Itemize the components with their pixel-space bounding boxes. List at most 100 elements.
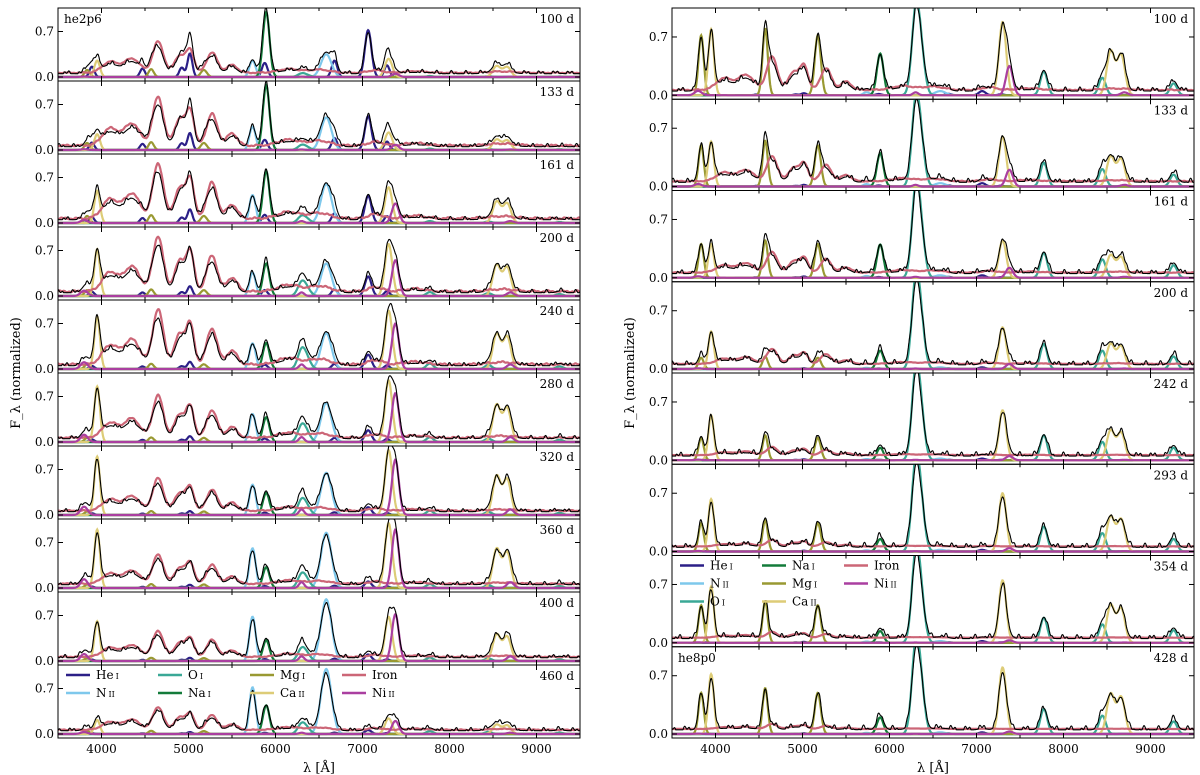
x-tick-label: 6000 [260, 742, 291, 756]
epoch-label: 320 d [540, 450, 575, 464]
model-label: he8p0 [678, 651, 716, 665]
x-tick-label: 8000 [434, 742, 465, 756]
epoch-label: 100 d [1154, 12, 1189, 26]
legend-label-n-ii: N II [710, 577, 729, 591]
legend-label-ca-ii: Ca II [280, 686, 305, 700]
panel-lines [672, 281, 1194, 371]
series-iron [58, 40, 580, 75]
y-tick-label: 0.7 [35, 317, 54, 331]
legend: He I Na I Iron N II Mg I Ni II O I Ca II [680, 559, 900, 609]
y-tick-label: 0.7 [35, 682, 54, 696]
x-tick-label: 6000 [874, 742, 905, 756]
series-observed [672, 281, 1194, 366]
x-tick-label: 5000 [787, 742, 818, 756]
legend-label-mg-i: Mg I [792, 577, 817, 591]
panel-lines [58, 81, 580, 152]
panel-lines [672, 8, 1194, 97]
y-tick-label: 0.0 [649, 362, 668, 376]
panel-460d: 0.0 0.7 460 d [35, 664, 581, 741]
series-ca-ii [58, 448, 580, 517]
series-ni-ii [58, 259, 580, 298]
panel-frame [671, 555, 1195, 648]
epoch-label: 161 d [1154, 195, 1189, 209]
panel-lines [58, 598, 580, 663]
model-label: he2p6 [64, 12, 102, 26]
y-tick-label: 0.0 [35, 143, 54, 157]
panel-200d: 0.0 0.7 200 d [649, 281, 1195, 376]
y-tick-label: 0.7 [649, 30, 668, 44]
y-tick-label: 0.7 [649, 486, 668, 500]
panel-lines [672, 99, 1194, 188]
panel-lines [58, 519, 580, 590]
panel-lines [58, 446, 580, 517]
series-na-i [672, 716, 1194, 736]
panel-161d: 0.0 0.7 161 d [35, 153, 581, 230]
epoch-label: 133 d [540, 85, 575, 99]
series-iron [58, 235, 580, 294]
x-tick-label: 9000 [521, 742, 552, 756]
legend-label-he-i: He I [96, 668, 119, 682]
y-tick-label: 0.0 [649, 453, 668, 467]
y-tick-label: 0.0 [35, 508, 54, 522]
epoch-label: 200 d [540, 231, 575, 245]
panel-354d: 0.0 0.7 354 d [649, 555, 1195, 650]
legend-label-n-ii: N II [96, 686, 115, 700]
series-ni-ii [58, 458, 580, 517]
legend-label-mg-i: Mg I [280, 668, 305, 682]
y-tick-label: 0.0 [649, 727, 668, 741]
panel-242d: 0.0 0.7 242 d [649, 372, 1195, 467]
series-ni-ii [672, 64, 1194, 97]
panel-100d: 0.0 0.7 100 d [649, 7, 1195, 102]
series-ni-ii [58, 613, 580, 663]
x-tick-label: 9000 [1135, 742, 1166, 756]
panel-lines [58, 302, 580, 371]
x-tick-label: 7000 [347, 742, 378, 756]
y-tick-label: 0.0 [35, 70, 54, 84]
panel-100d: 0.0 0.7 100 d he2p6 [35, 7, 581, 84]
legend-label-ca-ii: Ca II [792, 595, 817, 609]
x-tick-label: 5000 [173, 742, 204, 756]
series-n-ii [58, 598, 580, 663]
series-ni-ii [672, 730, 1194, 736]
epoch-label: 400 d [540, 596, 575, 610]
legend-label-iron: Iron [874, 559, 900, 573]
he8p0-figure: 0.0 0.7 100 d 0.0 0.7 133 d 0.0 0.7 161 d 0.0 0.7 2… [623, 7, 1195, 775]
series-n-ii [58, 667, 580, 736]
series-ni-ii [672, 547, 1194, 553]
series-observed [58, 8, 580, 75]
series-iron [672, 55, 1194, 92]
series-iron [58, 308, 580, 367]
panel-lines [58, 375, 580, 444]
y-tick-label: 0.0 [649, 271, 668, 285]
series-ni-ii [672, 455, 1194, 462]
legend-label-na-i: Na I [792, 559, 815, 573]
y-tick-label: 0.0 [649, 636, 668, 650]
legend-label-ni-ii: Ni II [372, 686, 395, 700]
series-observed [672, 99, 1194, 183]
series-observed [672, 646, 1194, 731]
series-observed [58, 81, 580, 148]
y-tick-label: 0.0 [35, 362, 54, 376]
panel-400d: 0.0 0.7 400 d [35, 591, 581, 668]
panel-lines [58, 667, 580, 736]
series-ni-ii [58, 202, 580, 225]
series-iron [58, 476, 580, 513]
series-ni-ii [58, 528, 580, 590]
series-o-i [672, 8, 1194, 97]
epoch-label: 242 d [1154, 377, 1189, 391]
y-axis-label: F_λ (normalized) [9, 317, 24, 429]
legend-label-he-i: He I [710, 559, 733, 573]
epoch-label: 428 d [1154, 651, 1189, 665]
y-tick-label: 0.0 [35, 289, 54, 303]
series-ni-ii [58, 72, 580, 79]
panel-lines [58, 8, 580, 79]
y-tick-label: 0.0 [649, 545, 668, 559]
epoch-label: 460 d [540, 669, 575, 683]
legend: He I O I Mg I Iron N II Na I Ca II Ni II [66, 668, 398, 700]
y-tick-label: 0.0 [649, 180, 668, 194]
series-observed [672, 190, 1194, 275]
y-tick-label: 0.7 [35, 171, 54, 185]
legend-label-na-i: Na I [188, 686, 211, 700]
